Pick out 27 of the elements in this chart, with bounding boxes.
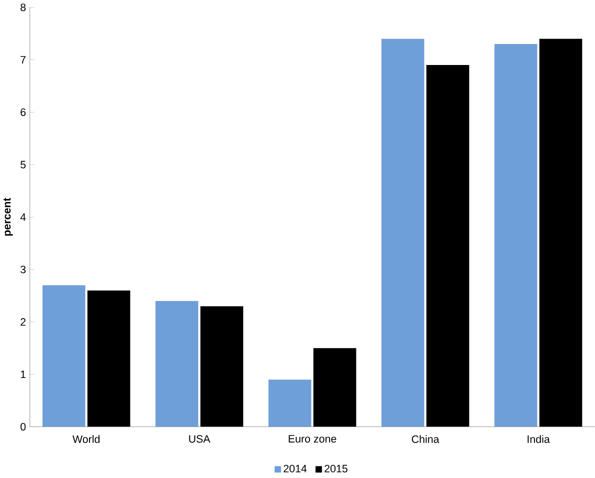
bar [494, 44, 538, 427]
legend-label: 2015 [324, 464, 348, 472]
bar [313, 348, 356, 427]
y-tick-label: 0 [20, 422, 26, 430]
y-axis-title: percent [4, 198, 13, 236]
y-tick-label: 1 [20, 370, 26, 378]
bar [87, 290, 130, 427]
y-tick-label: 7 [20, 56, 26, 64]
x-tick-label: China [412, 435, 440, 443]
bar [268, 380, 312, 427]
y-tick-label: 2 [20, 318, 26, 326]
y-tick-label: 3 [20, 266, 26, 274]
bar [539, 38, 582, 427]
y-tick-label: 6 [20, 108, 26, 116]
bar [42, 285, 86, 427]
bar [381, 38, 424, 427]
y-tick-label: 5 [20, 160, 26, 168]
y-tick-label: 8 [20, 3, 26, 12]
y-tick-label: 4 [20, 213, 26, 221]
bar [200, 306, 244, 427]
bar [155, 300, 198, 427]
x-tick-label: World [72, 435, 100, 443]
x-tick-label: Euro zone [288, 435, 336, 442]
x-tick-label: USA [189, 435, 210, 443]
x-tick-label: India [528, 435, 550, 443]
bar [426, 64, 470, 427]
legend-label: 2014 [284, 464, 307, 472]
